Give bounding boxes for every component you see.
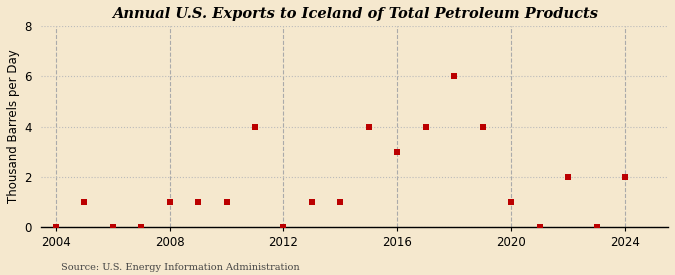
Point <box>136 225 146 229</box>
Point <box>364 124 375 129</box>
Point <box>278 225 289 229</box>
Point <box>563 174 574 179</box>
Title: Annual U.S. Exports to Iceland of Total Petroleum Products: Annual U.S. Exports to Iceland of Total … <box>111 7 597 21</box>
Point <box>107 225 118 229</box>
Point <box>306 200 317 204</box>
Point <box>250 124 261 129</box>
Point <box>421 124 431 129</box>
Point <box>50 225 61 229</box>
Point <box>591 225 602 229</box>
Point <box>335 200 346 204</box>
Point <box>535 225 545 229</box>
Point <box>79 200 90 204</box>
Point <box>392 149 403 154</box>
Point <box>506 200 517 204</box>
Y-axis label: Thousand Barrels per Day: Thousand Barrels per Day <box>7 50 20 204</box>
Point <box>620 174 630 179</box>
Point <box>164 200 175 204</box>
Text: Source: U.S. Energy Information Administration: Source: U.S. Energy Information Administ… <box>61 263 300 272</box>
Point <box>477 124 488 129</box>
Point <box>221 200 232 204</box>
Point <box>192 200 203 204</box>
Point <box>449 74 460 79</box>
